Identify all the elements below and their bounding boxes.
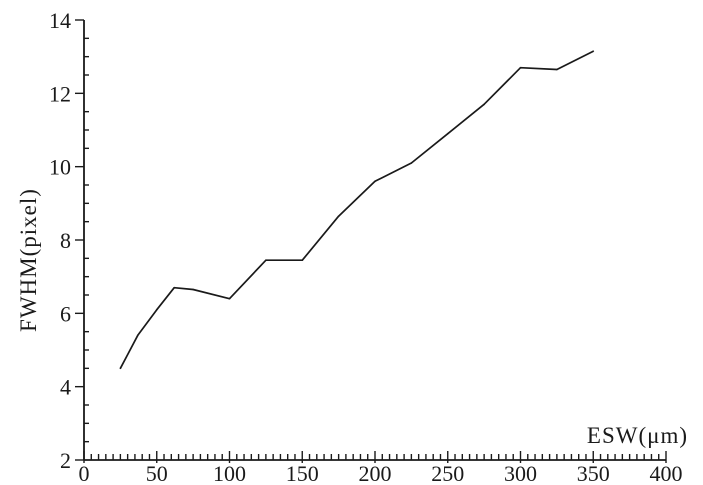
series xyxy=(119,50,595,370)
data-point xyxy=(483,103,485,106)
y-axis-title: FWHM(pixel) xyxy=(16,188,41,332)
x-tick-label: 150 xyxy=(286,461,319,485)
data-point xyxy=(374,180,376,183)
x-tick-label: 50 xyxy=(146,461,168,485)
data-point xyxy=(265,259,267,261)
data-point xyxy=(173,286,176,289)
y-tick-label: 4 xyxy=(60,375,71,400)
data-point xyxy=(137,334,139,337)
y-tick-label: 8 xyxy=(60,228,71,253)
x-tick-label: 350 xyxy=(577,461,610,485)
x-axis-tick-labels: 0 50 100 150 200 250 300 350 400 xyxy=(79,461,683,485)
x-tick-label: 200 xyxy=(359,461,392,485)
x-tick-label: 0 xyxy=(79,461,90,485)
x-tick-label: 100 xyxy=(213,461,246,485)
data-point xyxy=(155,308,158,311)
x-axis-ticks xyxy=(83,451,667,463)
data-point xyxy=(192,288,194,291)
data-point xyxy=(592,50,595,52)
x-tick-label: 250 xyxy=(431,461,464,485)
x-tick-label: 400 xyxy=(650,461,683,485)
y-tick-label: 2 xyxy=(60,448,71,473)
data-point xyxy=(301,259,304,261)
y-tick-label: 10 xyxy=(49,155,71,180)
data-point xyxy=(446,132,449,135)
y-tick-label: 12 xyxy=(49,81,71,106)
y-axis-tick-labels: 2 4 6 8 10 12 14 xyxy=(49,8,71,473)
data-point xyxy=(228,297,231,300)
x-tick-label: 300 xyxy=(504,461,537,485)
series-line xyxy=(119,50,594,369)
data-point xyxy=(410,162,413,164)
x-axis-title: ESW(μm) xyxy=(587,423,688,448)
data-point xyxy=(519,66,522,69)
y-tick-label: 14 xyxy=(49,8,71,33)
y-axis-ticks xyxy=(75,19,89,461)
data-point xyxy=(337,215,340,217)
data-point xyxy=(556,68,558,71)
axes xyxy=(83,20,666,461)
y-tick-label: 6 xyxy=(60,301,71,326)
data-point xyxy=(119,367,122,370)
